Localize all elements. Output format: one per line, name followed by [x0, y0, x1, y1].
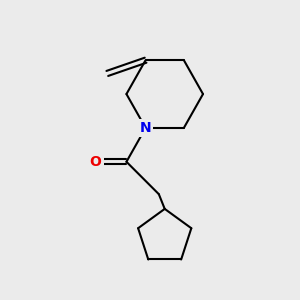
- Text: N: N: [140, 121, 152, 135]
- Text: O: O: [90, 155, 101, 169]
